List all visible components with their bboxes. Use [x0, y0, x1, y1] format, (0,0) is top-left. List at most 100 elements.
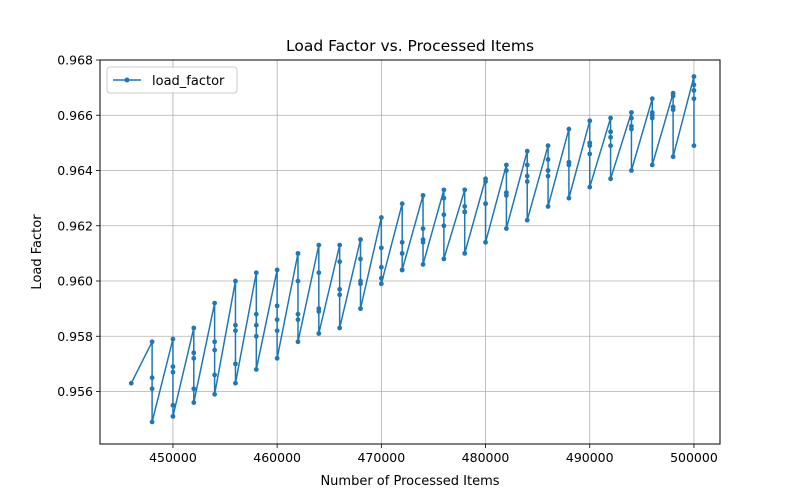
series-layer: [128, 74, 697, 425]
y-axis-label: Load Factor: [30, 214, 45, 290]
data-point: [170, 336, 176, 342]
data-point: [545, 204, 551, 209]
data-point: [295, 311, 301, 317]
data-point: [566, 195, 572, 201]
x-tick-label: 450000: [149, 450, 197, 465]
data-point: [691, 82, 697, 88]
y-tick-label: 0.964: [57, 163, 93, 178]
data-point: [274, 328, 280, 334]
data-point: [524, 217, 530, 223]
data-point: [441, 212, 447, 218]
data-point: [233, 328, 238, 334]
data-point: [524, 173, 530, 179]
data-point: [545, 173, 551, 179]
data-point: [420, 262, 426, 267]
data-point: [274, 267, 280, 273]
data-point: [629, 115, 634, 121]
data-point: [149, 375, 155, 381]
data-point: [649, 115, 655, 121]
data-point: [253, 367, 259, 372]
data-point: [212, 339, 218, 345]
legend-label-load-factor: load_factor: [152, 74, 225, 89]
data-point: [191, 386, 197, 392]
data-point: [608, 115, 613, 121]
data-point: [483, 201, 488, 207]
data-point: [462, 209, 468, 215]
data-point: [149, 339, 155, 345]
data-point: [378, 264, 384, 270]
data-point: [170, 413, 176, 419]
data-point: [587, 143, 593, 149]
data-point: [337, 325, 343, 331]
data-point: [587, 118, 593, 124]
data-point: [629, 126, 634, 132]
x-tick-label: 490000: [566, 450, 614, 465]
data-point: [649, 162, 655, 168]
data-point: [295, 339, 301, 345]
data-point: [170, 364, 176, 370]
data-point: [566, 162, 572, 168]
data-point: [212, 391, 218, 397]
data-point: [316, 331, 322, 336]
data-point: [670, 154, 676, 160]
y-tick-label: 0.968: [57, 53, 93, 68]
data-point: [503, 162, 509, 168]
data-point: [212, 372, 218, 378]
legend: load_factor: [106, 66, 238, 94]
data-point: [337, 286, 343, 292]
x-tick-label: 500000: [670, 450, 718, 465]
data-point: [378, 275, 384, 281]
data-point: [483, 179, 488, 184]
data-point: [524, 162, 530, 168]
data-point: [170, 402, 176, 408]
data-point: [253, 322, 259, 328]
data-point: [420, 239, 426, 245]
data-point: [191, 355, 197, 361]
data-point: [462, 250, 468, 256]
data-point: [358, 306, 363, 312]
data-point: [441, 256, 447, 262]
data-point: [441, 223, 447, 229]
data-point: [233, 278, 238, 284]
data-point: [316, 309, 322, 314]
x-axis-label: Number of Processed Items: [320, 474, 499, 489]
data-point: [691, 143, 697, 149]
data-point: [149, 386, 155, 392]
data-point: [629, 110, 634, 115]
data-point: [545, 143, 551, 149]
data-point: [608, 129, 613, 135]
data-point: [420, 192, 426, 198]
data-point: [233, 322, 238, 328]
data-point: [608, 143, 613, 149]
data-point: [337, 242, 343, 248]
data-point: [441, 187, 447, 193]
data-point: [295, 278, 301, 284]
data-point: [503, 226, 509, 231]
data-point: [233, 361, 238, 367]
x-tick-label: 460000: [253, 450, 301, 465]
data-point: [337, 259, 343, 265]
data-point: [545, 157, 551, 162]
data-point: [608, 176, 613, 182]
x-tick-label: 480000: [462, 450, 510, 465]
data-point: [462, 204, 468, 209]
data-point: [253, 270, 259, 276]
data-point: [649, 96, 655, 102]
x-tick-label: 470000: [357, 450, 405, 465]
data-point: [295, 250, 301, 256]
y-tick-label: 0.956: [57, 384, 93, 399]
data-point: [503, 192, 509, 198]
data-point: [316, 270, 322, 276]
data-point: [691, 96, 697, 102]
data-point: [670, 107, 676, 113]
data-point: [483, 239, 488, 245]
data-point: [441, 195, 447, 201]
data-point: [128, 380, 134, 386]
data-point: [212, 347, 218, 353]
data-point: [274, 317, 280, 323]
data-point: [587, 184, 593, 190]
data-point: [212, 300, 218, 306]
data-point: [399, 267, 405, 273]
data-point: [545, 168, 551, 173]
